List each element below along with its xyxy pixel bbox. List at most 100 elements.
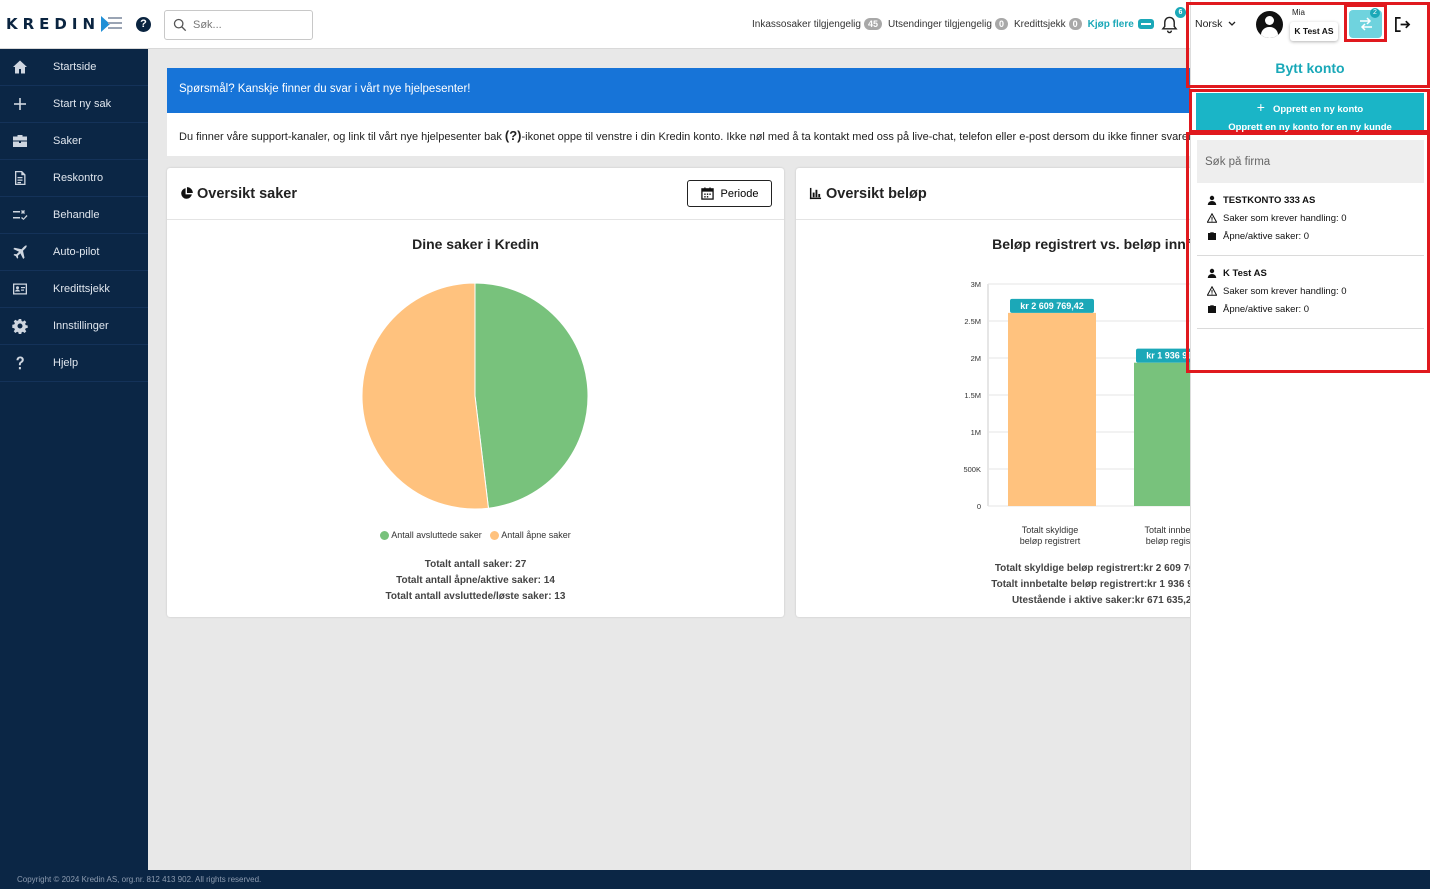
airplane-icon (13, 245, 27, 259)
cases-card-header: Oversikt saker (167, 168, 784, 220)
sidebar-item-reskontro[interactable]: Reskontro (0, 160, 148, 197)
person-icon (1207, 268, 1217, 278)
pie-chart-title: Dine saker i Kredin (412, 236, 539, 252)
periode-button[interactable]: Periode (687, 180, 772, 207)
x-category-label-0: Totalt skyldige beløp registrert (1020, 525, 1081, 546)
search-input[interactable] (193, 19, 303, 31)
open-cases: Totalt antall åpne/aktive saker: 14 (396, 575, 555, 586)
briefcase-icon (1208, 232, 1216, 240)
highlight-switch-button (1344, 4, 1387, 42)
chevron-down-icon (1228, 21, 1236, 26)
credit-card-icon (1137, 19, 1154, 29)
closed-cases: Totalt antall avsluttede/løste saker: 13 (385, 591, 566, 602)
switch-account-badge: 2 (1370, 8, 1380, 18)
y-tick-label: 0 (977, 502, 981, 511)
bar-0[interactable] (1008, 312, 1096, 506)
copyright-footer: Copyright © 2024 Kredin AS, org.nr. 812 … (0, 870, 1430, 889)
pie-legend: Antall avsluttede saker Antall åpne sake… (167, 530, 784, 541)
sidebar: Startside Start ny sak Saker Reskontro B… (0, 49, 148, 889)
legend-entry-open[interactable]: Antall åpne saker (490, 530, 571, 541)
avatar-icon[interactable] (1256, 11, 1283, 38)
x-category-label-1: Totalt innbetalte beløp registrert (1144, 525, 1207, 546)
search-box[interactable] (164, 10, 313, 40)
sidebar-item-kredittsjekk[interactable]: Kredittsjekk (0, 271, 148, 308)
highlight-header-area (1186, 2, 1430, 88)
sidebar-item-startside[interactable]: Startside (0, 49, 148, 86)
logo-text: KREDIN (6, 15, 101, 33)
count-badge: 0 (994, 18, 1008, 30)
y-tick-label: 3M (971, 280, 981, 289)
sidebar-item-saker[interactable]: Saker (0, 123, 148, 160)
svg-text:kr 2 609 769,42: kr 2 609 769,42 (1020, 301, 1084, 311)
cases-pie-chart: Antall avsluttede saker: 48.1%Antall åpn… (361, 282, 589, 510)
stat-mailings: Utsendinger tilgjengelig 0 (888, 18, 1008, 30)
help-center-message: Du finner våre support-kanaler, og link … (167, 113, 1207, 156)
total-paid: Totalt innbetalte beløp registrert:kr 1 … (991, 579, 1218, 590)
firm-search-input[interactable] (1197, 140, 1424, 183)
warning-icon (1207, 286, 1217, 296)
svg-text:kr 1 936 916,10: kr 1 936 916,10 (1146, 351, 1210, 361)
cases-summary: Totalt antall saker: 27 Totalt antall åp… (167, 557, 784, 605)
sidebar-item-innstillinger[interactable]: Innstillinger (0, 308, 148, 345)
plus-icon (14, 98, 26, 110)
firm-item-testkonto[interactable]: TESTKONTO 333 AS Saker som krever handli… (1197, 191, 1424, 256)
logo-arrow-icon (101, 16, 111, 32)
y-tick-label: 500K (963, 465, 981, 474)
menu-toggle-icon[interactable] (108, 17, 122, 29)
cases-overview-card: Oversikt saker Periode Dine saker i Kred… (167, 168, 784, 617)
current-company-chip[interactable]: K Test AS (1290, 22, 1338, 41)
kredin-logo[interactable]: KREDIN (6, 14, 111, 34)
total-cases: Totalt antall saker: 27 (424, 559, 527, 570)
id-card-icon (13, 283, 27, 295)
notification-badge: 6 (1175, 7, 1186, 18)
bar-data-label-0: kr 2 609 769,42 (1010, 298, 1094, 313)
language-selector[interactable]: Norsk (1195, 18, 1236, 30)
bar-chart-title: Beløp registrert vs. beløp innfridd (992, 236, 1217, 252)
help-icon[interactable]: ? (136, 17, 151, 32)
document-icon (15, 171, 26, 185)
sidebar-item-behandle[interactable]: Behandle (0, 197, 148, 234)
briefcase-icon (1208, 305, 1216, 313)
amount-card-title: Oversikt beløp (826, 185, 927, 202)
firm-item-k-test[interactable]: K Test AS Saker som krever handling: 0 Å… (1197, 264, 1424, 329)
sidebar-item-hjelp[interactable]: Hjelp (0, 345, 148, 382)
count-badge: 45 (863, 18, 882, 30)
buy-more-link[interactable]: Kjøp flere (1088, 19, 1154, 30)
total-owed: Totalt skyldige beløp registrert:kr 2 60… (994, 563, 1215, 574)
home-icon (13, 60, 27, 74)
warning-icon (1207, 213, 1217, 223)
legend-entry-closed[interactable]: Antall avsluttede saker (380, 530, 482, 541)
y-tick-label: 2M (971, 354, 981, 363)
legend-dot-open (490, 531, 500, 541)
stat-credit-check: Kredittsjekk 0 (1014, 18, 1082, 30)
switch-account-title: Bytt konto (1275, 60, 1345, 76)
y-tick-label: 2.5M (964, 317, 981, 326)
highlight-new-account (1189, 89, 1430, 133)
stat-collection-cases: Inkassosaker tilgjengelig 45 (752, 18, 882, 30)
outstanding: Utestående i aktive saker:kr 671 635,26 (1011, 595, 1198, 606)
sidebar-item-auto-pilot[interactable]: Auto-pilot (0, 234, 148, 271)
bell-icon[interactable] (1161, 16, 1178, 34)
search-icon (173, 18, 187, 32)
count-badge: 0 (1068, 18, 1082, 30)
legend-dot-closed (380, 531, 390, 541)
user-name: Mia (1292, 8, 1305, 17)
question-icon (16, 356, 24, 370)
amount-card-header: Oversikt beløp (796, 168, 1413, 220)
person-icon (1207, 195, 1217, 205)
quota-stats: Inkassosaker tilgjengelig 45 Utsendinger … (752, 18, 1154, 30)
pie-chart-icon (181, 187, 193, 199)
cases-card-title: Oversikt saker (197, 185, 297, 202)
amount-summary: Totalt skyldige beløp registrert:kr 2 60… (796, 561, 1413, 609)
y-tick-label: 1M (971, 428, 981, 437)
pie-slice-1[interactable] (361, 282, 490, 510)
sidebar-item-start-ny-sak[interactable]: Start ny sak (0, 86, 148, 123)
calendar-icon (700, 187, 714, 200)
plus-icon: + (1256, 99, 1265, 115)
logout-icon[interactable] (1394, 16, 1411, 33)
pie-slice-0[interactable] (474, 282, 589, 509)
highlight-firm-list (1186, 132, 1430, 373)
help-center-banner: Spørsmål? Kanskje finner du svar i vårt … (167, 68, 1207, 113)
checklist-icon (13, 210, 28, 220)
create-account-button[interactable]: + Opprett en ny konto Opprett en ny konto… (1196, 93, 1424, 133)
